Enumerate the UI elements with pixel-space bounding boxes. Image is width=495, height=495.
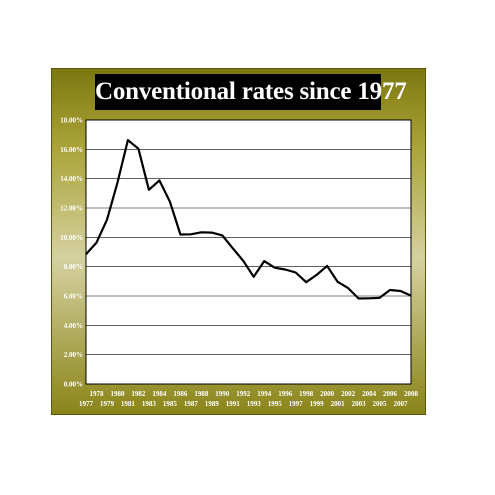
x-tick-label: 1981 bbox=[121, 400, 136, 408]
x-tick-label: 2007 bbox=[394, 400, 409, 408]
x-tick-label: 1987 bbox=[184, 400, 199, 408]
y-tick-label: 0.00% bbox=[64, 381, 83, 389]
x-tick-label: 1997 bbox=[289, 400, 304, 408]
x-tick-label: 2002 bbox=[341, 390, 356, 398]
x-tick-label: 1999 bbox=[310, 400, 325, 408]
x-tick-label: 2001 bbox=[331, 400, 346, 408]
x-tick-label: 1977 bbox=[79, 400, 94, 408]
x-tick-label: 2004 bbox=[362, 390, 377, 398]
series-line bbox=[85, 139, 412, 300]
x-tick-label: 2008 bbox=[404, 390, 419, 398]
plot-area bbox=[85, 119, 412, 385]
x-axis-ticks: 1978 1980 1982 1984 1986 1988 1990 1992 1994 1996… bbox=[79, 390, 419, 408]
x-tick-label: 1986 bbox=[173, 390, 188, 398]
y-tick-label: 2.00% bbox=[64, 351, 83, 359]
y-tick-label: 6.00% bbox=[64, 293, 83, 301]
y-tick-label: 4.00% bbox=[64, 322, 83, 330]
x-tick-label: 1992 bbox=[236, 390, 251, 398]
x-tick-label: 2006 bbox=[383, 390, 398, 398]
x-tick-label: 2005 bbox=[373, 400, 388, 408]
y-tick-label: 14.00% bbox=[60, 175, 83, 183]
series-group bbox=[85, 139, 412, 300]
x-tick-label: 1979 bbox=[100, 400, 115, 408]
x-tick-label: 1985 bbox=[163, 400, 178, 408]
x-tick-label: 1989 bbox=[205, 400, 220, 408]
x-tick-label: 1983 bbox=[142, 400, 157, 408]
x-tick-label: 1990 bbox=[215, 390, 230, 398]
y-tick-label: 16.00% bbox=[60, 146, 83, 154]
x-tick-label: 1996 bbox=[278, 390, 293, 398]
x-tick-label: 1993 bbox=[247, 400, 262, 408]
y-tick-label: 18.00% bbox=[60, 117, 83, 125]
chart-title: Conventional rates since 1977 bbox=[95, 74, 407, 110]
x-tick-label: 1988 bbox=[194, 390, 209, 398]
x-tick-label: 2003 bbox=[352, 400, 367, 408]
y-tick-label: 8.00% bbox=[64, 263, 83, 271]
y-axis-ticks: 0.00% 2.00% 4.00% 6.00% 8.00% 10.00% 12.00% 14.… bbox=[60, 117, 83, 389]
x-tick-label: 1991 bbox=[226, 400, 241, 408]
x-tick-label: 1984 bbox=[152, 390, 167, 398]
x-tick-label: 2000 bbox=[320, 390, 335, 398]
x-tick-label: 1995 bbox=[268, 400, 283, 408]
x-tick-label: 1980 bbox=[110, 390, 125, 398]
x-tick-label: 1978 bbox=[89, 390, 104, 398]
x-tick-label: 1994 bbox=[257, 390, 272, 398]
y-tick-label: 12.00% bbox=[60, 205, 83, 213]
y-tick-label: 10.00% bbox=[60, 234, 83, 242]
x-tick-label: 1982 bbox=[131, 390, 146, 398]
x-tick-label: 1998 bbox=[299, 390, 314, 398]
